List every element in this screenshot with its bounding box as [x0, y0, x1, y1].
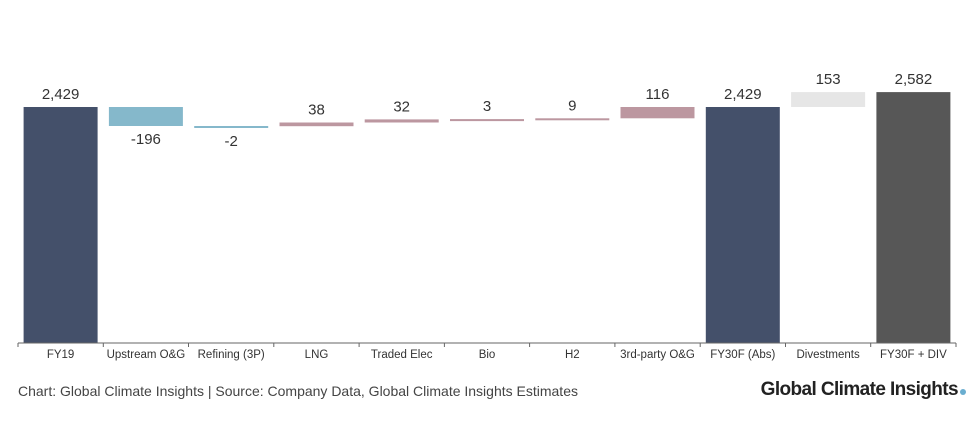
bar-8: [705, 107, 780, 343]
brand-dot-icon: [960, 389, 966, 395]
bar-0: [23, 107, 98, 343]
bar-5: [450, 119, 524, 122]
brand-name: Global Climate Insights: [760, 379, 959, 400]
bar-10: [876, 92, 951, 343]
x-tick-label-4: Traded Elec: [371, 349, 433, 361]
x-tick-label-6: H2: [565, 349, 580, 361]
data-label-0: 2,429: [42, 86, 80, 103]
data-label-6: 9: [568, 97, 576, 114]
x-tick-label-9: Divestments: [796, 349, 860, 361]
x-tick-label-2: Refining (3P): [198, 349, 265, 361]
waterfall-chart: 2,429 FY19 -196 Upstream O&G -2 Refining (3P)…: [17, 71, 957, 361]
bar-1: [108, 107, 183, 126]
data-label-5: 3: [483, 98, 491, 115]
data-label-9: 153: [816, 71, 841, 88]
bar-9: [791, 92, 866, 107]
data-label-1: -196: [131, 131, 161, 148]
bar-6: [535, 118, 610, 121]
data-label-8: 2,429: [724, 86, 762, 103]
bar-2: [194, 126, 269, 128]
x-tick-label-3: LNG: [305, 349, 329, 361]
data-label-3: 38: [308, 102, 325, 119]
data-label-7: 116: [646, 86, 670, 103]
bar-3: [279, 122, 354, 127]
x-tick-label-5: Bio: [479, 349, 496, 361]
x-tick-label-1: Upstream O&G: [107, 349, 186, 361]
chart-source-note: Chart: Global Climate Insights | Source:…: [18, 383, 578, 399]
x-tick-label-8: FY30F (Abs): [710, 349, 775, 361]
brand-logo: Global Climate Insights: [761, 379, 966, 401]
data-label-2: -2: [225, 133, 238, 150]
x-tick-label-10: FY30F + DIV: [880, 349, 947, 361]
data-label-4: 32: [393, 98, 410, 115]
bar-7: [620, 107, 695, 119]
x-tick-label-0: FY19: [47, 349, 75, 361]
data-label-10: 2,582: [895, 71, 933, 88]
x-tick-label-7: 3rd-party O&G: [620, 349, 695, 361]
bar-4: [364, 119, 439, 123]
